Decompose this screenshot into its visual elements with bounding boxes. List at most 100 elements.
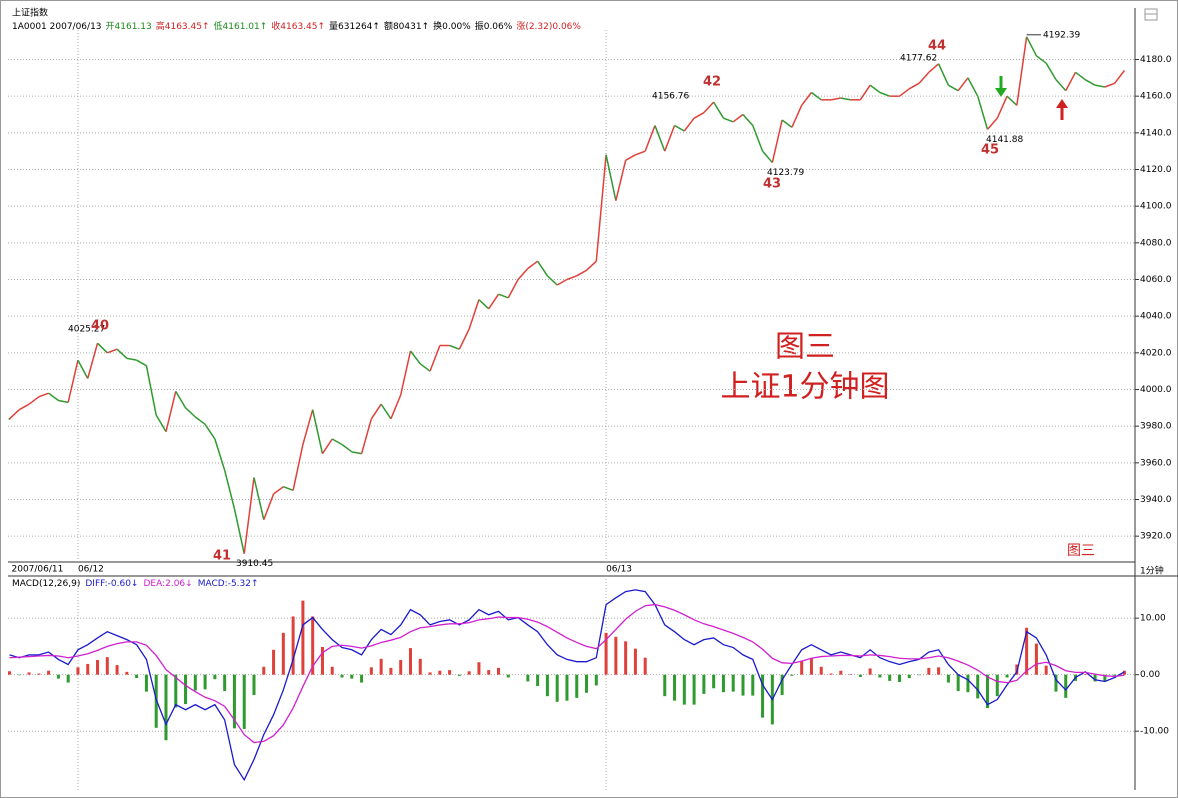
price-segment — [458, 328, 470, 350]
macd-bar — [712, 674, 716, 689]
watermark: 上证1分钟图 — [720, 370, 889, 405]
price-segment — [937, 63, 950, 86]
macd-bar — [438, 670, 442, 675]
macd-bar — [1103, 674, 1107, 682]
price-segment — [781, 119, 793, 128]
price-segment — [263, 493, 275, 520]
macd-bar — [565, 674, 569, 701]
macd-bar — [203, 674, 207, 690]
macd-bar — [614, 636, 618, 675]
macd-bar — [692, 674, 696, 705]
macd-title: MACD(12,26,9) — [12, 579, 80, 589]
price-segment — [536, 260, 549, 277]
price-segment — [566, 275, 578, 281]
price-segment — [576, 269, 587, 277]
price-segment — [390, 394, 402, 420]
y-tick-label: 4000.0 — [1140, 385, 1172, 395]
price-segment — [107, 348, 118, 354]
macd-bar — [428, 672, 432, 675]
macd-bar — [330, 666, 334, 675]
green-arrow — [995, 76, 1007, 97]
macd-bar — [379, 658, 383, 675]
macd-bar — [594, 674, 598, 686]
macd-bar — [536, 674, 540, 686]
quote-field: 收4163.45↑ — [271, 20, 325, 32]
price-segment — [175, 390, 187, 409]
y-tick-label: 4140.0 — [1140, 128, 1172, 138]
y-tick-label: 0.00 — [1140, 670, 1160, 680]
macd-bar — [927, 667, 931, 675]
macd-bar — [966, 674, 970, 693]
macd-bar — [663, 674, 667, 697]
price-segment — [419, 363, 431, 372]
macd-bar — [946, 674, 950, 683]
macd-bar — [360, 674, 364, 683]
macd-bar — [526, 674, 530, 682]
price-segment — [8, 409, 20, 420]
macd-bar — [105, 657, 109, 675]
price-segment — [58, 399, 69, 404]
y-tick-label: 3920.0 — [1140, 532, 1172, 542]
macd-bar — [37, 673, 41, 675]
price-segment — [654, 125, 666, 152]
price-segment — [586, 260, 597, 271]
price-segment — [498, 293, 509, 299]
price-segment — [1065, 71, 1077, 92]
macd-bar — [320, 646, 324, 675]
macd-bar — [340, 674, 344, 678]
stamp: 图三 — [1067, 543, 1095, 559]
price-segment — [214, 438, 226, 471]
price-segment — [126, 357, 137, 361]
price-segment — [977, 95, 989, 130]
macd-bar — [986, 674, 989, 709]
price-segment — [683, 117, 695, 132]
x-tick-label: 06/13 — [606, 565, 632, 575]
macd-bar — [1054, 674, 1058, 692]
price-segment — [635, 150, 646, 156]
macd-bar — [624, 641, 628, 675]
value-label: 4156.76 — [652, 92, 689, 102]
price-segment — [48, 392, 59, 402]
macd-bar — [976, 674, 980, 699]
macd-bar — [878, 674, 882, 678]
price-segment — [233, 508, 245, 554]
price-segment — [292, 444, 304, 491]
macd-bar — [1083, 674, 1087, 675]
macd-bar — [477, 662, 481, 675]
price-segment — [204, 423, 216, 440]
price-segment — [116, 348, 128, 359]
quote-field: 开4161.13 — [106, 21, 152, 32]
price-segment — [674, 124, 685, 132]
macd-bar — [673, 674, 677, 701]
price-segment — [908, 82, 920, 90]
macd-bar — [829, 673, 833, 675]
macd-bar — [467, 671, 471, 675]
quote-field: 量631264↑ — [329, 21, 380, 32]
price-segment — [136, 359, 147, 367]
price-segment — [761, 150, 773, 164]
y-tick-label: 4180.0 — [1140, 55, 1172, 65]
quote-field: 额80431↑ — [384, 20, 429, 32]
price-segment — [996, 95, 1008, 119]
price-segment — [253, 477, 265, 520]
price-segment — [1045, 62, 1057, 81]
macd-bar — [487, 670, 491, 675]
wave-label: 41 — [213, 549, 231, 564]
macd-line — [9, 603, 1125, 744]
macd-bar — [281, 632, 285, 675]
price-segment — [185, 407, 196, 418]
macd-bar — [135, 674, 139, 679]
price-segment — [918, 71, 930, 84]
macd-bar — [643, 657, 647, 675]
quote-info: 1A0001 2007/06/13 开4161.13 高4163.45↑ 低4161.… — [12, 20, 581, 32]
macd-bar — [780, 674, 784, 696]
macd-bar — [86, 663, 90, 675]
price-segment — [948, 84, 959, 92]
price-segment — [879, 91, 890, 97]
wave-label: 43 — [763, 177, 781, 192]
macd-bar — [995, 674, 999, 697]
macd-bar — [291, 616, 295, 675]
macd-bar — [868, 668, 872, 675]
